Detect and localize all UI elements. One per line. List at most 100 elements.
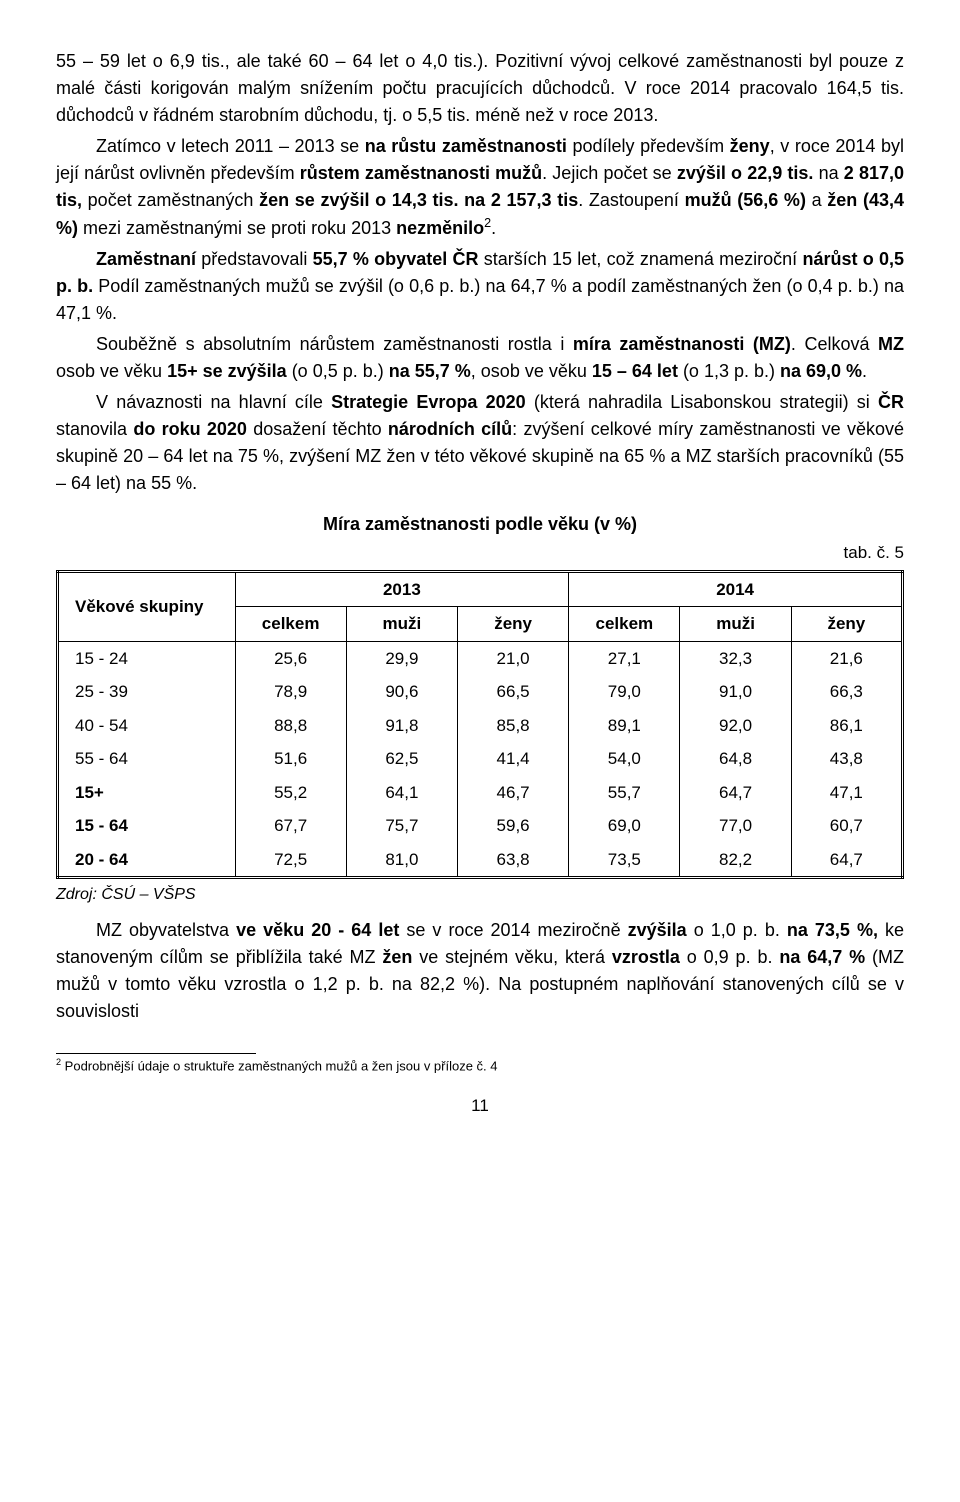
row-label: 15 - 24: [58, 641, 236, 675]
row-label: 40 - 54: [58, 709, 236, 743]
cell: 54,0: [569, 742, 680, 776]
cell: 91,8: [346, 709, 457, 743]
cell: 55,7: [569, 776, 680, 810]
cell: 64,7: [680, 776, 791, 810]
cell: 90,6: [346, 675, 457, 709]
text: podílely především: [567, 136, 730, 156]
subhead: ženy: [791, 607, 902, 642]
cell: 46,7: [457, 776, 568, 810]
bold: nezměnilo: [396, 218, 484, 238]
bold: na 64,7 %: [779, 947, 865, 967]
text: představovali: [196, 249, 313, 269]
employment-rate-table: Věkové skupiny 2013 2014 celkem muži žen…: [56, 570, 904, 880]
footnote-separator: [56, 1053, 256, 1054]
bold: na 73,5 %,: [787, 920, 878, 940]
bold: národních cílů: [388, 419, 512, 439]
cell: 92,0: [680, 709, 791, 743]
bold: žen: [382, 947, 412, 967]
bold: 15+ se zvýšila: [167, 361, 287, 381]
bold: Zaměstnaní: [96, 249, 196, 269]
header-year-2014: 2014: [569, 571, 903, 607]
cell: 63,8: [457, 843, 568, 878]
cell: 89,1: [569, 709, 680, 743]
bold: na 55,7 %: [389, 361, 471, 381]
text: .: [862, 361, 867, 381]
text: . Celková: [791, 334, 878, 354]
paragraph-1a: 55 – 59 let o 6,9 tis., ale také 60 – 64…: [56, 48, 904, 129]
cell: 32,3: [680, 641, 791, 675]
cell: 72,5: [235, 843, 346, 878]
cell: 73,5: [569, 843, 680, 878]
table-row: 25 - 3978,990,666,579,091,066,3: [58, 675, 903, 709]
row-label: 20 - 64: [58, 843, 236, 878]
bold: mužů (56,6 %): [685, 190, 806, 210]
bold: zvýšil o 22,9 tis.: [677, 163, 814, 183]
subhead: celkem: [569, 607, 680, 642]
cell: 77,0: [680, 809, 791, 843]
footnote-text: Podrobnější údaje o struktuře zaměstnaný…: [61, 1058, 497, 1073]
paragraph-3: Souběžně s absolutním nárůstem zaměstnan…: [56, 331, 904, 385]
bold: do roku 2020: [133, 419, 247, 439]
text: (o 0,5 p. b.): [287, 361, 389, 381]
row-label: 15+: [58, 776, 236, 810]
paragraph-2: Zaměstnaní představovali 55,7 % obyvatel…: [56, 246, 904, 327]
text: o 0,9 p. b.: [680, 947, 779, 967]
cell: 62,5: [346, 742, 457, 776]
text: dosažení těchto: [247, 419, 388, 439]
subhead: celkem: [235, 607, 346, 642]
cell: 47,1: [791, 776, 902, 810]
cell: 78,9: [235, 675, 346, 709]
cell: 25,6: [235, 641, 346, 675]
cell: 60,7: [791, 809, 902, 843]
row-label: 15 - 64: [58, 809, 236, 843]
paragraph-4: V návaznosti na hlavní cíle Strategie Ev…: [56, 389, 904, 497]
cell: 51,6: [235, 742, 346, 776]
table-row: 15 - 6467,775,759,669,077,060,7: [58, 809, 903, 843]
table-source: Zdroj: ČSÚ – VŠPS: [56, 883, 904, 907]
text: o 1,0 p. b.: [687, 920, 787, 940]
table-row: 15 - 2425,629,921,027,132,321,6: [58, 641, 903, 675]
cell: 27,1: [569, 641, 680, 675]
table-row: 55 - 6451,662,541,454,064,843,8: [58, 742, 903, 776]
bold: ženy: [730, 136, 770, 156]
footnote: 2 Podrobnější údaje o struktuře zaměstna…: [56, 1057, 904, 1075]
table-row: 15+55,264,146,755,764,747,1: [58, 776, 903, 810]
text: počet zaměstnaných: [82, 190, 259, 210]
header-rowhead: Věkové skupiny: [58, 571, 236, 641]
bold: vzrostla: [612, 947, 680, 967]
cell: 67,7: [235, 809, 346, 843]
row-label: 55 - 64: [58, 742, 236, 776]
text: osob ve věku: [56, 361, 167, 381]
bold: 15 – 64 let: [592, 361, 678, 381]
bold: zvýšila: [628, 920, 687, 940]
table-row: 40 - 5488,891,885,889,192,086,1: [58, 709, 903, 743]
text: ve stejném věku, která: [412, 947, 611, 967]
cell: 43,8: [791, 742, 902, 776]
table-header-row: Věkové skupiny 2013 2014: [58, 571, 903, 607]
text: (která nahradila Lisabonskou strategii) …: [526, 392, 878, 412]
subhead: muži: [680, 607, 791, 642]
subhead: muži: [346, 607, 457, 642]
cell: 21,6: [791, 641, 902, 675]
cell: 75,7: [346, 809, 457, 843]
text: stanovila: [56, 419, 133, 439]
text: , osob ve věku: [471, 361, 592, 381]
text: MZ obyvatelstva: [96, 920, 236, 940]
cell: 59,6: [457, 809, 568, 843]
cell: 81,0: [346, 843, 457, 878]
text: . Zastoupení: [578, 190, 684, 210]
text: (o 1,3 p. b.): [678, 361, 780, 381]
bold: ve věku 20 - 64 let: [236, 920, 399, 940]
table-row: 20 - 6472,581,063,873,582,264,7: [58, 843, 903, 878]
text: .: [491, 218, 496, 238]
bold: 55,7 % obyvatel ČR: [313, 249, 479, 269]
subhead: ženy: [457, 607, 568, 642]
cell: 64,7: [791, 843, 902, 878]
text: se v roce 2014 meziročně: [399, 920, 627, 940]
cell: 21,0: [457, 641, 568, 675]
paragraph-5: MZ obyvatelstva ve věku 20 - 64 let se v…: [56, 917, 904, 1025]
cell: 82,2: [680, 843, 791, 878]
cell: 29,9: [346, 641, 457, 675]
bold: na 69,0 %: [780, 361, 862, 381]
header-year-2013: 2013: [235, 571, 569, 607]
